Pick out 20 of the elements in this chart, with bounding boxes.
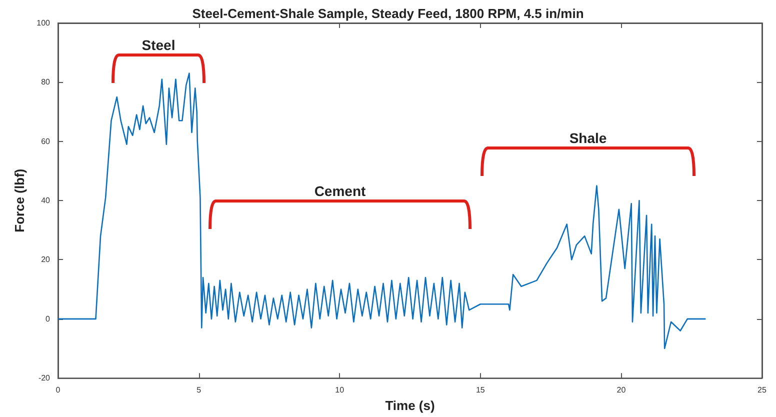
line-series	[57, 72, 706, 350]
x-tick-label: 10	[335, 386, 345, 395]
y-tick-label: 80	[41, 78, 51, 87]
x-tick-label: 25	[758, 386, 767, 395]
y-tick-label: 100	[36, 18, 51, 28]
y-tick-label: -20	[38, 374, 51, 383]
x-tick-label: 0	[56, 386, 61, 395]
x-tick-label: 20	[616, 386, 626, 395]
chart-title: Steel-Cement-Shale Sample, Steady Feed, 1800 RPM, 4.5 in/min	[192, 6, 584, 21]
x-tick-label: 5	[196, 386, 202, 395]
y-tick-label: 60	[41, 136, 51, 146]
annotation: Shale	[569, 130, 607, 146]
y-axis-title: Force (lbf)	[12, 168, 27, 232]
x-axis-title: Time (s)	[385, 398, 435, 413]
annotation: Cement	[314, 183, 366, 199]
annotation: Steel	[142, 37, 176, 53]
y-tick-label: 40	[41, 196, 51, 206]
y-tick-label: 20	[41, 255, 51, 264]
y-tick-label: 0	[46, 314, 51, 324]
x-tick-label: 15	[476, 386, 486, 395]
